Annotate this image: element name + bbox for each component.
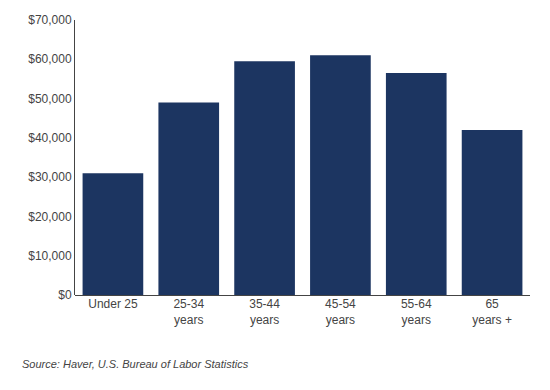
svg-text:$40,000: $40,000 <box>28 131 72 145</box>
svg-text:25-34years: 25-34years <box>173 297 204 327</box>
svg-text:35-44years: 35-44years <box>249 297 280 327</box>
svg-text:45-54years: 45-54years <box>325 297 356 327</box>
svg-text:$20,000: $20,000 <box>28 210 72 224</box>
svg-text:65years +: 65years + <box>472 297 512 327</box>
svg-text:55-64years: 55-64years <box>401 297 432 327</box>
svg-text:$30,000: $30,000 <box>28 170 72 184</box>
svg-text:$60,000: $60,000 <box>28 52 72 66</box>
svg-text:$50,000: $50,000 <box>28 92 72 106</box>
svg-text:$10,000: $10,000 <box>28 249 72 263</box>
svg-text:$0: $0 <box>58 288 72 302</box>
svg-text:Under 25: Under 25 <box>88 297 138 311</box>
svg-text:$70,000: $70,000 <box>28 13 72 27</box>
svg-text:Source: Haver, U.S. Bureau of: Source: Haver, U.S. Bureau of Labor Stat… <box>22 358 249 370</box>
